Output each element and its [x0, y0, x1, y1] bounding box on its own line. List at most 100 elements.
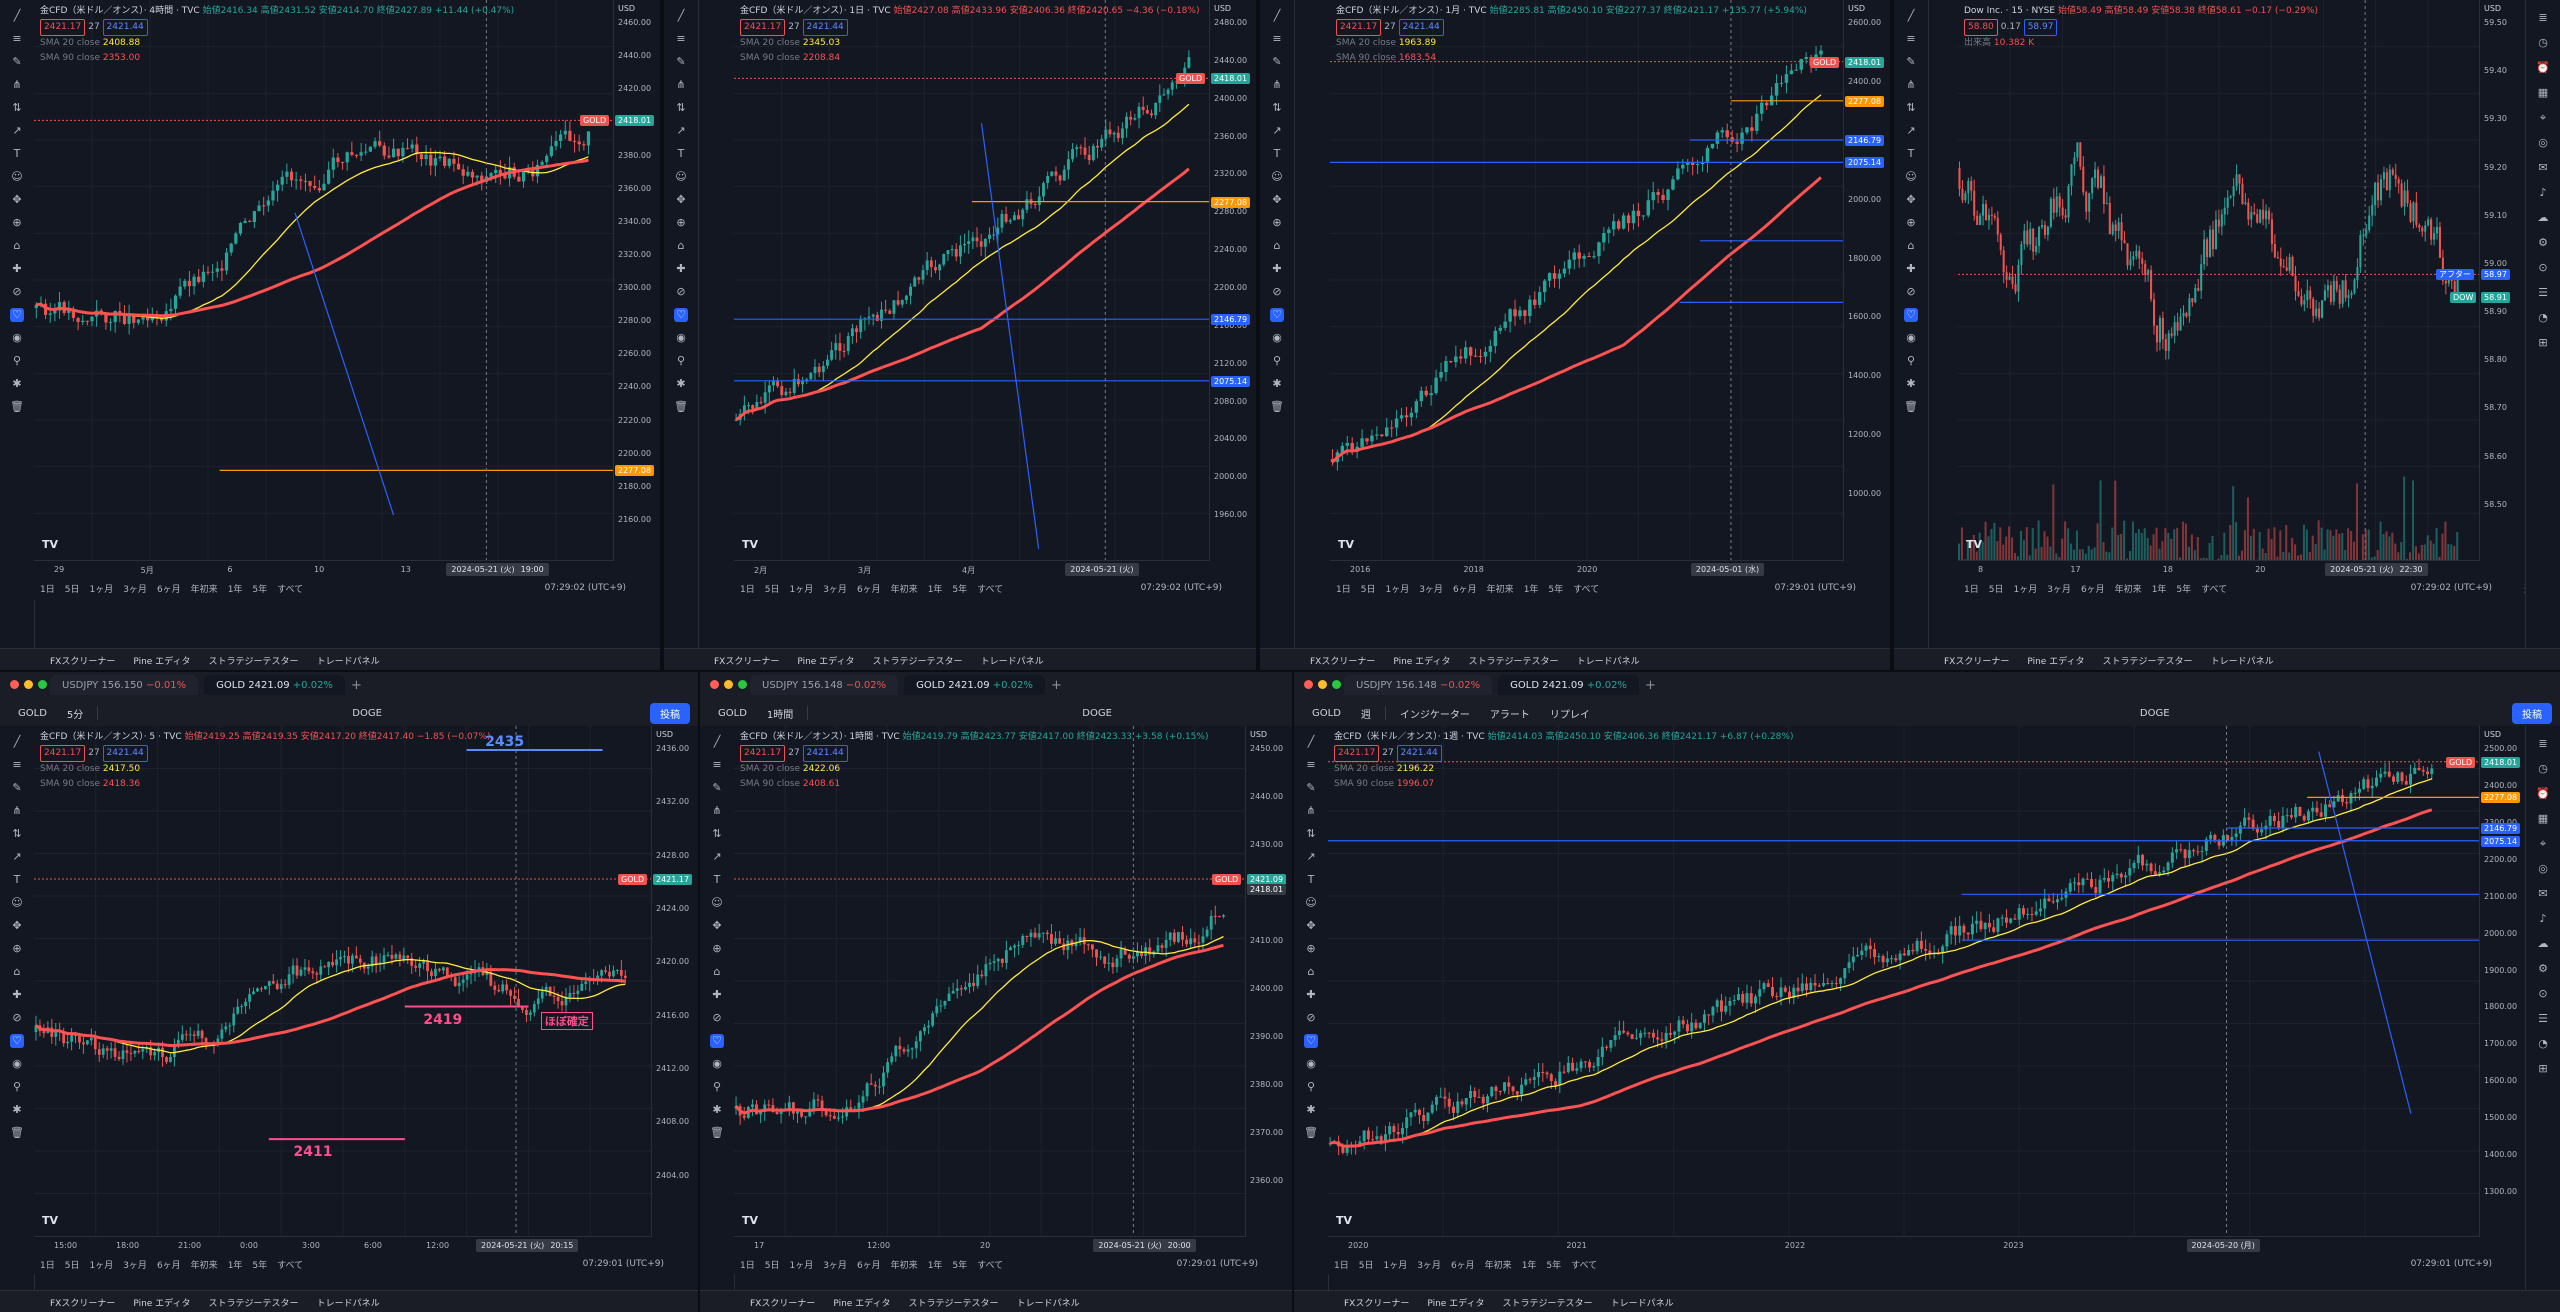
range-button[interactable]: 年初来: [190, 584, 218, 595]
tool-icon-4[interactable]: ⇅: [676, 101, 686, 114]
price-axis[interactable]: USD 2480.00 2440.00 2400.00 2360.00 2320.00 22…: [1209, 0, 1256, 560]
tool-icon-8[interactable]: ✥: [1306, 919, 1316, 932]
tool-icon-3[interactable]: ⋔: [712, 804, 722, 817]
tool-icon-8[interactable]: ✥: [12, 193, 22, 206]
tool-icon-1[interactable]: ≡: [712, 758, 722, 771]
tool-icon-9[interactable]: ⊕: [12, 216, 22, 229]
tool-icon-6[interactable]: T: [677, 147, 685, 160]
panel-tab[interactable]: FXスクリーナー: [50, 656, 116, 667]
tool-icon-13[interactable]: ♡: [10, 1034, 24, 1048]
tool-icon-12[interactable]: ⊘: [712, 1011, 722, 1024]
tool-icon-11[interactable]: ✚: [1306, 988, 1316, 1001]
chart-p5[interactable]: 金CFD（米ドル／オンス）· 5 · TVC 始値2419.25 高値2419.…: [34, 726, 698, 1274]
tool-icon-11[interactable]: ✚: [676, 262, 686, 275]
tradingview-logo[interactable]: TV: [1966, 538, 1983, 551]
range-button[interactable]: すべて: [977, 1260, 1004, 1271]
sidebar-icon-5[interactable]: ◎: [2538, 136, 2548, 149]
sidebar-icon-8[interactable]: ☁: [2537, 211, 2549, 224]
tool-icon-13[interactable]: ♡: [710, 1034, 724, 1048]
tool-icon-5[interactable]: ↗: [1272, 124, 1282, 137]
sidebar-icon-2[interactable]: ⏰: [2536, 787, 2550, 800]
publish-button[interactable]: 投稿: [2512, 703, 2552, 724]
sidebar-icon-12[interactable]: ◔: [2538, 311, 2548, 324]
tool-icon-12[interactable]: ⊘: [12, 285, 22, 298]
range-button[interactable]: 5年: [952, 584, 968, 595]
tool-icon-1[interactable]: ≡: [676, 32, 686, 45]
drawing-set-select[interactable]: DOGE: [1082, 707, 1112, 719]
tool-icon-15[interactable]: ⚲: [12, 354, 22, 367]
tool-icon-6[interactable]: T: [713, 873, 721, 886]
panel-tab[interactable]: Pine エディタ: [133, 1298, 191, 1309]
range-button[interactable]: 1年: [1523, 584, 1539, 595]
panel-tab[interactable]: Pine エディタ: [2027, 656, 2085, 667]
range-button[interactable]: 5日: [64, 1260, 80, 1271]
sidebar-icon-1[interactable]: ◷: [2538, 36, 2548, 49]
ask-price[interactable]: 2421.44: [802, 745, 848, 762]
tool-icon-16[interactable]: ✱: [712, 1103, 722, 1116]
sidebar-icon-6[interactable]: ✉: [2538, 161, 2548, 174]
tool-icon-11[interactable]: ✚: [12, 262, 22, 275]
tool-icon-4[interactable]: ⇅: [1906, 101, 1916, 114]
sidebar-icon-4[interactable]: ⌖: [2539, 837, 2547, 850]
tool-icon-16[interactable]: ✱: [1906, 377, 1916, 390]
bid-price[interactable]: 2421.17: [740, 745, 786, 762]
panel-tab[interactable]: FXスクリーナー: [1944, 656, 2010, 667]
tradingview-logo[interactable]: TV: [1336, 1214, 1353, 1227]
tool-icon-11[interactable]: ✚: [12, 988, 22, 1001]
range-button[interactable]: 年初来: [190, 1260, 218, 1271]
tool-icon-4[interactable]: ⇅: [1272, 101, 1282, 114]
tool-icon-17[interactable]: 🗑: [674, 400, 688, 413]
tool-icon-10[interactable]: ⌂: [1907, 239, 1915, 252]
tool-icon-6[interactable]: T: [1307, 873, 1315, 886]
tool-icon-11[interactable]: ✚: [712, 988, 722, 1001]
panel-tab[interactable]: トレードパネル: [980, 656, 1044, 667]
new-tab-button[interactable]: +: [350, 677, 362, 693]
panel-tab[interactable]: トレードパネル: [316, 1298, 380, 1309]
tool-icon-6[interactable]: T: [13, 147, 21, 160]
panel-tab[interactable]: トレードパネル: [1576, 656, 1640, 667]
range-button[interactable]: 1年: [927, 584, 943, 595]
chart-p3[interactable]: 金CFD（米ドル／オンス）· 1月 · TVC 始値2285.81 高値2450…: [1330, 0, 1890, 600]
range-button[interactable]: 3ヶ月: [1417, 1260, 1441, 1271]
range-button[interactable]: すべて: [1573, 584, 1600, 595]
tool-icon-14[interactable]: ◉: [1906, 331, 1916, 344]
range-button[interactable]: 1年: [227, 584, 243, 595]
range-button[interactable]: 5日: [64, 584, 80, 595]
tool-icon-2[interactable]: ✎: [1906, 55, 1916, 68]
tool-icon-15[interactable]: ⚲: [676, 354, 686, 367]
tool-icon-1[interactable]: ≡: [1906, 32, 1916, 45]
time-axis[interactable]: 8171820232024-05-21 (火)22:30: [1958, 560, 2480, 579]
price-plot[interactable]: [734, 0, 1210, 560]
tool-icon-6[interactable]: T: [13, 873, 21, 886]
range-button[interactable]: 5年: [1546, 1260, 1562, 1271]
tool-icon-8[interactable]: ✥: [712, 919, 722, 932]
range-button[interactable]: 1日: [740, 1260, 755, 1271]
ask-price[interactable]: 2421.44: [102, 745, 148, 762]
price-plot[interactable]: [34, 726, 652, 1236]
tool-icon-5[interactable]: ↗: [1306, 850, 1316, 863]
tool-icon-0[interactable]: ╱: [13, 735, 21, 748]
sidebar-icon-3[interactable]: ▦: [2537, 812, 2549, 825]
range-button[interactable]: 5年: [1548, 584, 1564, 595]
tool-icon-1[interactable]: ≡: [1272, 32, 1282, 45]
tool-icon-16[interactable]: ✱: [12, 377, 22, 390]
tool-icon-1[interactable]: ≡: [12, 32, 22, 45]
range-button[interactable]: 1ヶ月: [1383, 1260, 1408, 1271]
range-button[interactable]: 5日: [1360, 584, 1376, 595]
tradingview-logo[interactable]: TV: [42, 1214, 59, 1227]
tool-icon-6[interactable]: T: [1273, 147, 1281, 160]
range-button[interactable]: 年初来: [1486, 584, 1514, 595]
sidebar-icon-11[interactable]: ☰: [2538, 286, 2548, 299]
tool-icon-7[interactable]: ☺: [1271, 170, 1283, 183]
tool-icon-7[interactable]: ☺: [675, 170, 687, 183]
sidebar-icon-9[interactable]: ⚙: [2538, 236, 2548, 249]
tool-icon-5[interactable]: ↗: [1906, 124, 1916, 137]
panel-tab[interactable]: ストラテジーテスター: [208, 1298, 299, 1309]
tool-icon-17[interactable]: 🗑: [710, 1126, 724, 1139]
tool-icon-0[interactable]: ╱: [1273, 9, 1281, 22]
tool-icon-2[interactable]: ✎: [12, 781, 22, 794]
tool-icon-9[interactable]: ⊕: [676, 216, 686, 229]
range-button[interactable]: 1日: [40, 584, 55, 595]
sidebar-icon-3[interactable]: ▦: [2537, 86, 2549, 99]
tab-gold[interactable]: GOLD 2421.09 +0.02%: [204, 675, 345, 695]
